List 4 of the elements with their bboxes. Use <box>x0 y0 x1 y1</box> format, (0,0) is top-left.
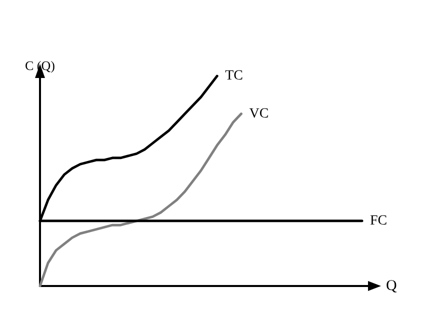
series-label: TC <box>225 68 243 84</box>
series-label: FC <box>370 213 388 228</box>
x-axis-title: Q <box>386 278 397 294</box>
series-label: VC <box>249 106 269 122</box>
